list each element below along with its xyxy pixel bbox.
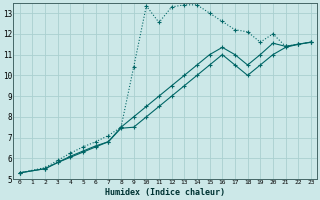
X-axis label: Humidex (Indice chaleur): Humidex (Indice chaleur) bbox=[105, 188, 225, 197]
